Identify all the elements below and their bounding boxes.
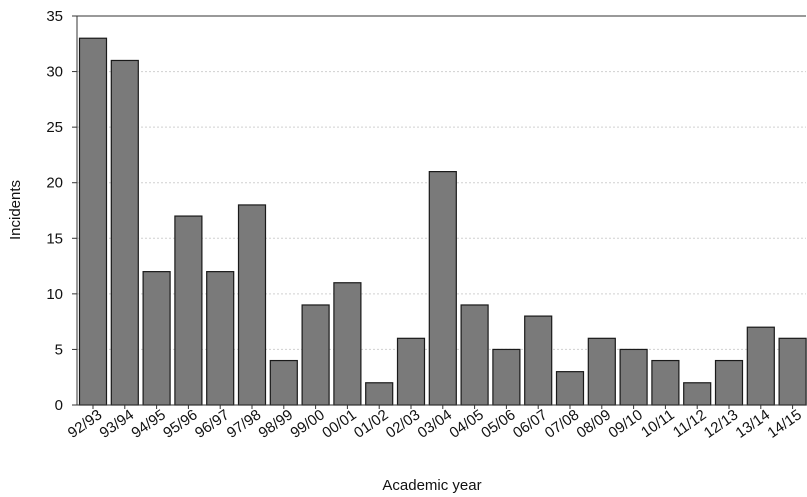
bar-99-00 <box>301 304 330 406</box>
x-tick-label: 06/07 <box>510 406 551 441</box>
x-tick-label: 14/15 <box>764 406 805 441</box>
y-tick-label: 20 <box>46 175 63 192</box>
x-tick-label: 08/09 <box>574 406 615 441</box>
bar-10-11 <box>651 359 680 406</box>
bar-95-96 <box>174 215 203 406</box>
x-tick-label: 93/94 <box>97 406 138 441</box>
bar-04-05 <box>460 304 489 406</box>
x-tick-label: 13/14 <box>733 406 774 441</box>
x-tick-label: 96/97 <box>192 406 233 441</box>
x-tick-label: 01/02 <box>351 406 392 441</box>
bar-98-99 <box>269 359 298 406</box>
bar-06-07 <box>524 315 553 406</box>
x-tick-label: 95/96 <box>160 406 201 441</box>
x-tick-label: 97/98 <box>224 406 265 441</box>
bars <box>78 37 807 406</box>
y-tick-label: 15 <box>46 230 63 247</box>
x-tick-label: 98/99 <box>256 406 297 441</box>
bar-05-06 <box>492 348 521 406</box>
bar-92-93 <box>78 37 108 406</box>
bar-12-13 <box>714 359 744 406</box>
bar-96-97 <box>206 271 235 406</box>
bar-97-98 <box>237 204 267 406</box>
x-tick-label: 02/03 <box>383 406 424 441</box>
y-tick-label: 5 <box>55 341 63 358</box>
bar-08-09 <box>587 337 616 406</box>
bar-11-12 <box>683 382 712 406</box>
x-axis-title: Academic year <box>382 477 481 494</box>
x-tick-label: 07/08 <box>542 406 583 441</box>
bar-13-14 <box>746 326 775 406</box>
x-tick-label: 05/06 <box>478 406 519 441</box>
x-tick-labels: 92/9393/9494/9595/9696/9797/9898/9999/00… <box>65 406 805 441</box>
x-tick-label: 03/04 <box>415 406 456 441</box>
x-tick-label: 00/01 <box>319 406 360 441</box>
y-tick-label: 10 <box>46 286 63 303</box>
bar-00-01 <box>333 282 362 406</box>
y-tick-label: 30 <box>46 64 63 81</box>
x-tick-label: 09/10 <box>605 406 646 441</box>
x-tick-label: 10/11 <box>638 406 678 441</box>
bar-93-94 <box>110 59 139 406</box>
x-tick-label: 92/93 <box>65 406 106 441</box>
y-tick-label: 0 <box>55 397 63 414</box>
bar-14-15 <box>778 337 807 406</box>
x-tick-label: 99/00 <box>287 406 328 441</box>
bar-09-10 <box>619 348 648 406</box>
y-tick-labels: 0 5 10 15 20 25 30 35 <box>46 8 63 414</box>
x-tick-label: 12/13 <box>701 406 742 441</box>
x-tick-label: 11/12 <box>670 406 710 441</box>
y-axis-title: Incidents <box>7 180 24 240</box>
bar-01-02 <box>365 382 394 406</box>
bar-02-03 <box>396 337 426 406</box>
bar-03-04 <box>428 171 457 406</box>
bar-07-08 <box>555 371 585 406</box>
x-tick-label: 94/95 <box>128 406 169 441</box>
axes <box>72 15 806 409</box>
x-tick-label: 04/05 <box>446 406 487 441</box>
y-tick-label: 25 <box>46 119 63 136</box>
bar-94-95 <box>142 271 171 406</box>
y-tick-label: 35 <box>46 8 63 25</box>
